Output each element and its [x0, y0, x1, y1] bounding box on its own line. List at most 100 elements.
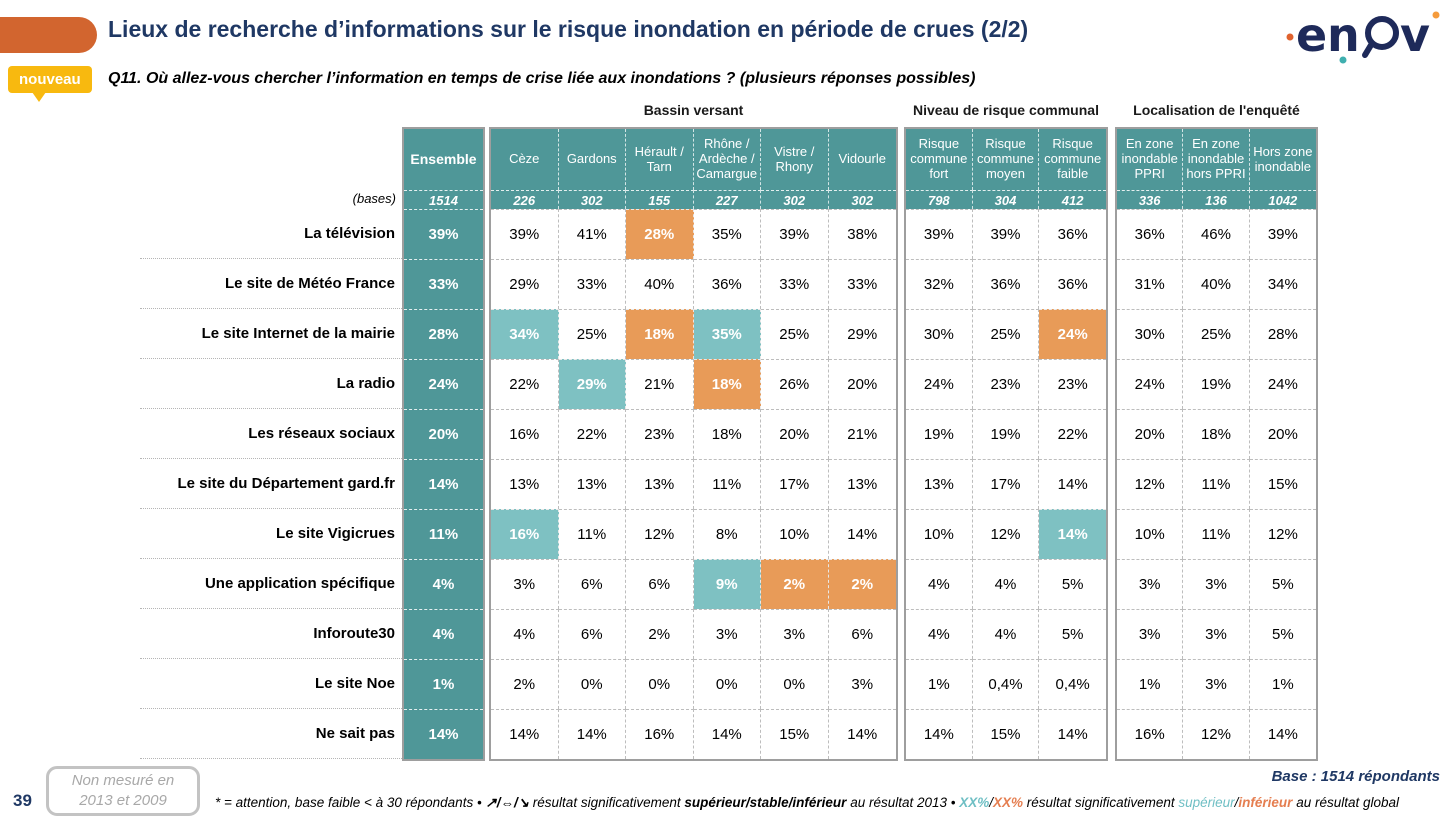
page-number: 39 [13, 791, 32, 810]
table-cell: 39% [491, 209, 559, 259]
table-cell: 20% [828, 359, 896, 409]
table-cell: 14% [491, 709, 559, 759]
column-base: 136 [1183, 190, 1250, 209]
table-cell: 12% [972, 509, 1040, 559]
table-cell: 14% [906, 709, 973, 759]
table-cell: 3% [761, 609, 829, 659]
footnote-segment: supérieur/stable/inférieur [684, 795, 847, 810]
column-header: Risque commune fort [906, 129, 973, 190]
column-base: 336 [1117, 190, 1184, 209]
table-cell: 39% [906, 209, 973, 259]
table-cell: 3% [693, 609, 761, 659]
footnote-segment: / [1234, 795, 1239, 810]
table-cell: 13% [828, 459, 896, 509]
column-header: Vidourle [828, 129, 896, 190]
table-cell: 25% [558, 309, 626, 359]
table-cell: 3% [1117, 559, 1184, 609]
table-cell: 12% [1249, 509, 1316, 559]
table-cell: 16% [1117, 709, 1184, 759]
row-label: Le site du Département gard.fr [140, 459, 402, 509]
table-cell: 18% [626, 309, 694, 359]
table-cell: 23% [626, 409, 694, 459]
table-cell: 3% [828, 659, 896, 709]
group-title-niveau-risque: Niveau de risque communal [913, 102, 1099, 118]
page-title: Lieux de recherche d’informations sur le… [108, 16, 1029, 42]
table-cell: 15% [761, 709, 829, 759]
footnote-segment: au résultat global [1292, 795, 1400, 810]
table-cell: 33% [558, 259, 626, 309]
table-cell: 30% [1117, 309, 1184, 359]
group-title-bassin-versant: Bassin versant [643, 102, 744, 118]
not-measured-note-text: Non mesuré en 2013 et 2009 [71, 772, 175, 809]
column-header: En zone inondable hors PPRI [1183, 129, 1250, 190]
table-cell: 22% [558, 409, 626, 459]
table-cell: 32% [906, 259, 973, 309]
row-label: Une application spécifique [140, 559, 402, 609]
question-text: Q11. Où allez-vous chercher l’informatio… [108, 70, 976, 87]
table-cell: 36% [1117, 209, 1184, 259]
table-cell: 23% [972, 359, 1040, 409]
table-cell: 12% [1183, 709, 1250, 759]
table-cell: 35% [693, 209, 761, 259]
table-cell: 28% [626, 209, 694, 259]
table-cell: 2% [761, 559, 829, 609]
table-cell: 33% [404, 259, 483, 309]
table-cell: 20% [1249, 409, 1316, 459]
table-cell: 14% [828, 709, 896, 759]
svg-text:v: v [1400, 8, 1430, 62]
footnote-segment: ↗/⇔/↘ [485, 795, 530, 810]
table-cell: 22% [1039, 409, 1106, 459]
table-cell: 0,4% [972, 659, 1040, 709]
table-cell: 25% [1183, 309, 1250, 359]
table-cell: 8% [693, 509, 761, 559]
table-cell: 12% [626, 509, 694, 559]
table-cell: 13% [491, 459, 559, 509]
column-base: 302 [828, 190, 896, 209]
row-label: Le site de Météo France [140, 259, 402, 309]
table-cell: 6% [626, 559, 694, 609]
enov-logo: e n v [1284, 4, 1442, 71]
table-cell: 18% [1183, 409, 1250, 459]
localisation-block: En zone inondable PPRI En zone inondable … [1115, 127, 1318, 761]
column-base: 226 [491, 190, 559, 209]
column-base: 1042 [1249, 190, 1316, 209]
footnote-segment: inférieur [1238, 795, 1293, 810]
table-cell: 20% [404, 409, 483, 459]
table-cell: 6% [828, 609, 896, 659]
table-cell: 5% [1249, 609, 1316, 659]
column-base: 302 [558, 190, 626, 209]
table-cell: 28% [404, 309, 483, 359]
svg-text:e: e [1296, 8, 1327, 62]
table-cell: 19% [972, 409, 1040, 459]
table-cell: 0% [761, 659, 829, 709]
table-cell: 25% [761, 309, 829, 359]
table-cell: 5% [1249, 559, 1316, 609]
column-header: Rhône / Ardèche / Camargue [693, 129, 761, 190]
row-label: Le site Internet de la mairie [140, 309, 402, 359]
table-cell: 11% [1183, 509, 1250, 559]
table-cell: 4% [906, 559, 973, 609]
niveau-risque-block: Risque commune fort Risque commune moyen R… [904, 127, 1108, 761]
column-header: Risque commune moyen [972, 129, 1040, 190]
table-cell: 13% [558, 459, 626, 509]
column-base: 227 [693, 190, 761, 209]
table-cell: 21% [626, 359, 694, 409]
table-cell: 16% [626, 709, 694, 759]
table-cell: 40% [1183, 259, 1250, 309]
table-cell: 1% [906, 659, 973, 709]
table-cell: 24% [1039, 309, 1106, 359]
table-cell: 28% [1249, 309, 1316, 359]
enov-logo-graphic: e n v [1286, 8, 1440, 64]
table-cell: 20% [1117, 409, 1184, 459]
table-cell: 11% [1183, 459, 1250, 509]
table-cell: 14% [404, 459, 483, 509]
column-header: Hors zone inondable [1249, 129, 1316, 190]
table-cell: 4% [972, 609, 1040, 659]
table-cell: 30% [906, 309, 973, 359]
table-cell: 22% [491, 359, 559, 409]
table-cell: 34% [491, 309, 559, 359]
table-cell: 38% [828, 209, 896, 259]
footnote-segment: / [989, 795, 994, 810]
column-header: En zone inondable PPRI [1117, 129, 1184, 190]
table-cell: 14% [404, 709, 483, 759]
